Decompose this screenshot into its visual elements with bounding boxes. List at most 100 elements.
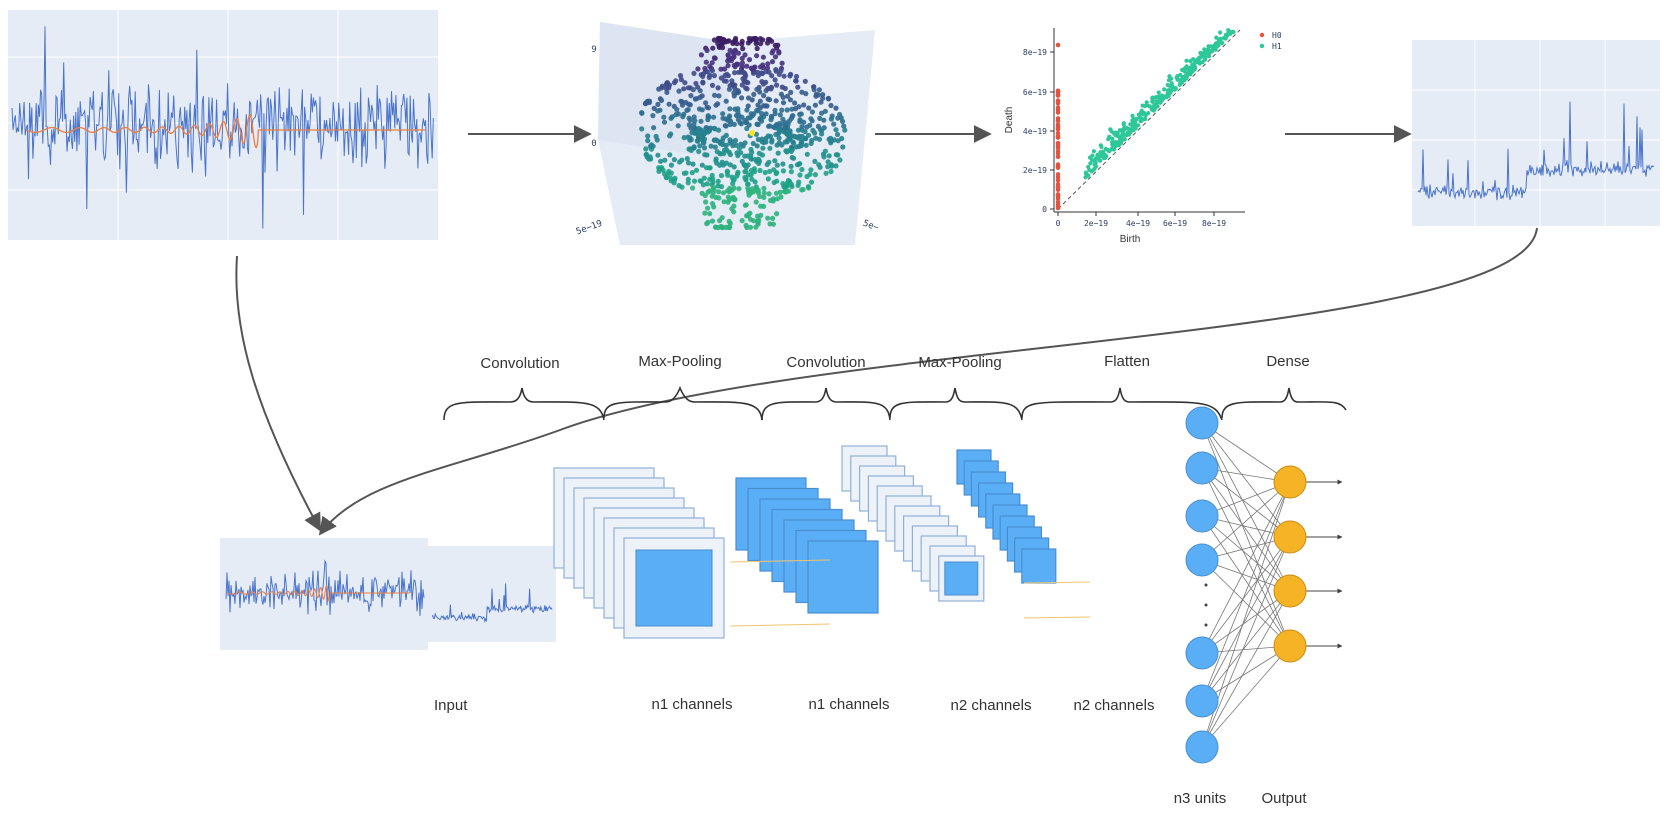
cloud-point bbox=[731, 93, 737, 99]
cloud-point bbox=[713, 158, 719, 164]
y-axis-label: Death bbox=[1004, 107, 1015, 134]
cloud-point bbox=[769, 50, 775, 56]
h1-point bbox=[1128, 122, 1133, 127]
cloud-point bbox=[820, 92, 826, 98]
cloud-point bbox=[812, 102, 819, 108]
h1-point bbox=[1150, 99, 1155, 104]
cloud-point bbox=[761, 93, 767, 99]
cloud-point bbox=[758, 203, 764, 209]
cloud-point bbox=[707, 125, 714, 131]
h1-point bbox=[1186, 69, 1191, 75]
cloud-point bbox=[731, 185, 737, 191]
cloud-point bbox=[704, 104, 710, 110]
cloud-point bbox=[720, 111, 726, 117]
cloud-point bbox=[749, 97, 755, 103]
cloud-point bbox=[675, 123, 681, 129]
cloud-point bbox=[748, 172, 754, 178]
cloud-point bbox=[681, 135, 687, 141]
cloud-point bbox=[727, 47, 733, 54]
cloud-point bbox=[817, 164, 823, 170]
cloud-point bbox=[712, 92, 718, 98]
cloud-point bbox=[692, 118, 698, 124]
cloud-point bbox=[705, 205, 711, 211]
cloud-point bbox=[760, 54, 767, 60]
cloud-point bbox=[722, 147, 728, 153]
cloud-point bbox=[748, 153, 754, 159]
cloud-point bbox=[788, 163, 794, 169]
cloud-point bbox=[723, 78, 729, 84]
cloud-point bbox=[764, 65, 771, 71]
cloud-point bbox=[701, 145, 708, 151]
cloud-point bbox=[781, 184, 787, 190]
cloud-point bbox=[799, 124, 805, 130]
h0-point bbox=[1055, 107, 1061, 112]
cloud-point bbox=[668, 131, 674, 137]
cloud-point bbox=[712, 126, 718, 132]
cloud-point bbox=[703, 165, 710, 171]
cloud-point bbox=[668, 115, 674, 121]
cloud-point bbox=[718, 66, 724, 72]
cloud-point bbox=[826, 153, 832, 159]
cloud-point bbox=[643, 100, 649, 106]
h1-point bbox=[1144, 100, 1149, 105]
cloud-point bbox=[764, 40, 771, 46]
h1-point bbox=[1137, 115, 1143, 120]
cloud-point bbox=[690, 87, 696, 93]
cloud-point bbox=[773, 67, 779, 73]
cloud-point bbox=[700, 182, 707, 188]
cloud-point bbox=[807, 122, 813, 128]
cloud-point bbox=[796, 133, 802, 139]
h0-point bbox=[1055, 110, 1061, 115]
cloud-point bbox=[767, 97, 773, 103]
axis-tick-left: 5e−19 bbox=[575, 219, 604, 238]
cloud-point bbox=[798, 141, 804, 147]
cloud-point bbox=[716, 37, 722, 43]
x-tick-label: 2e−19 bbox=[1084, 219, 1108, 228]
cloud-point bbox=[731, 62, 737, 68]
cloud-point bbox=[704, 69, 710, 75]
h0-point bbox=[1055, 118, 1061, 124]
h0-point bbox=[1055, 100, 1061, 105]
cloud-point bbox=[806, 132, 812, 138]
label-maxpool-2: Max-Pooling bbox=[918, 354, 1001, 371]
h0-point bbox=[1055, 154, 1061, 160]
cloud-point bbox=[648, 156, 654, 162]
cloud-point bbox=[655, 101, 661, 107]
cloud-point bbox=[762, 169, 768, 176]
cloud-point bbox=[694, 96, 700, 102]
cloud-point bbox=[788, 89, 794, 95]
cloud-point bbox=[726, 149, 732, 155]
cloud-point bbox=[710, 185, 717, 191]
dense-unit bbox=[1185, 543, 1219, 577]
diagonal-line bbox=[1057, 29, 1241, 210]
cloud-point bbox=[749, 186, 756, 192]
y-tick-label: 6e−19 bbox=[1023, 88, 1047, 97]
cloud-point bbox=[715, 183, 721, 189]
cloud-point bbox=[753, 199, 759, 205]
cloud-point bbox=[731, 196, 737, 203]
y-tick-label: 4e−19 bbox=[1023, 127, 1047, 136]
cloud-point bbox=[761, 190, 767, 196]
label-n2-channels-2: n2 channels bbox=[1074, 697, 1155, 714]
cloud-point bbox=[686, 146, 692, 152]
label-output: Output bbox=[1261, 790, 1307, 807]
cloud-point bbox=[698, 118, 704, 124]
output-unit bbox=[1273, 574, 1307, 608]
cloud-point bbox=[743, 222, 749, 228]
cloud-point bbox=[780, 100, 787, 106]
cloud-point bbox=[834, 131, 841, 138]
h1-point bbox=[1088, 161, 1093, 166]
topological-trace bbox=[1417, 101, 1655, 201]
cloud-point bbox=[755, 121, 761, 128]
cloud-point bbox=[709, 193, 715, 199]
cloud-point bbox=[731, 121, 737, 127]
cloud-point bbox=[769, 114, 775, 120]
cloud-point bbox=[697, 178, 703, 184]
cloud-point bbox=[788, 144, 795, 150]
h1-point bbox=[1119, 138, 1124, 143]
h0-point bbox=[1055, 193, 1061, 199]
cloud-point bbox=[755, 156, 762, 162]
h1-point bbox=[1141, 112, 1146, 117]
cloud-point bbox=[825, 95, 832, 101]
